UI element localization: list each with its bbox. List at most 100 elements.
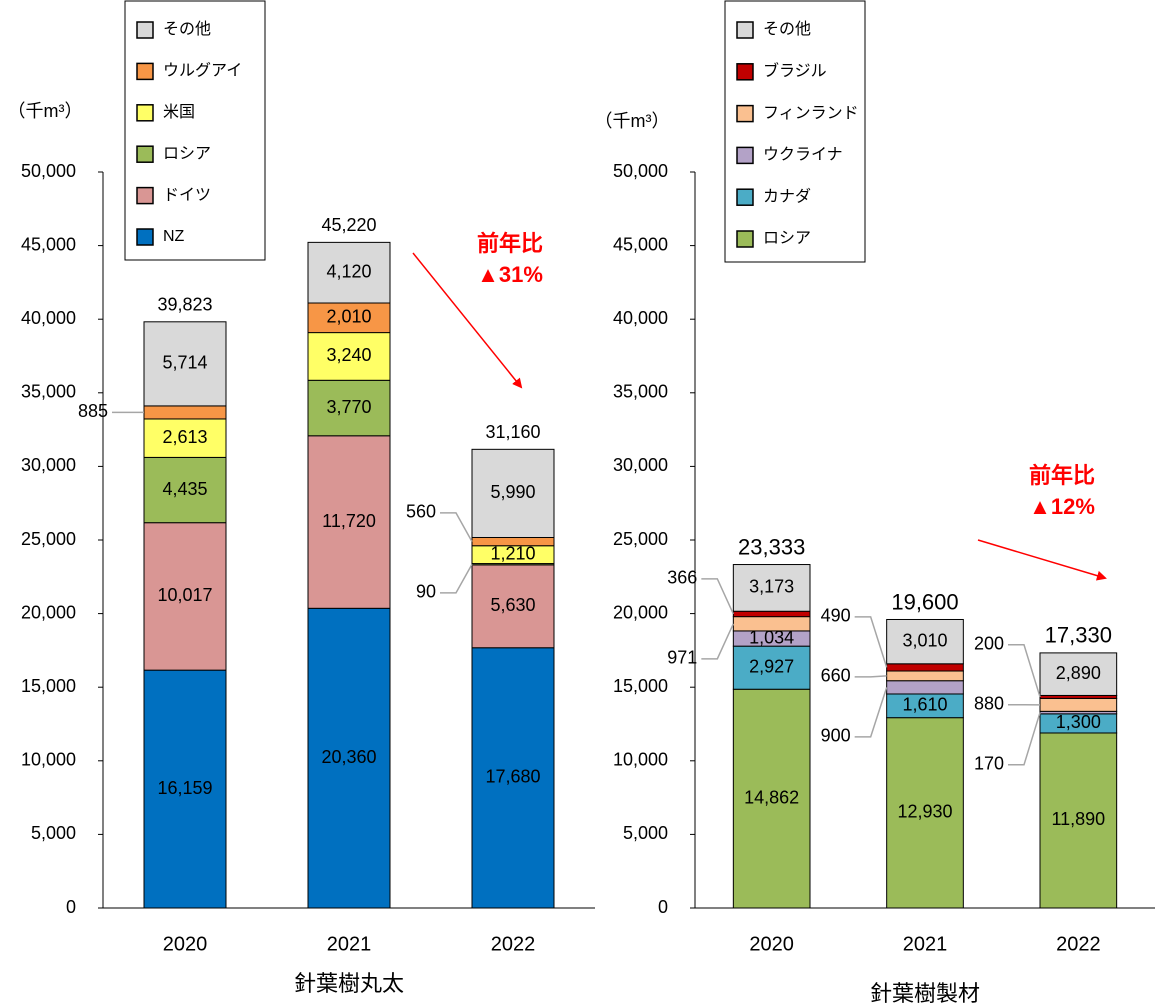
legend-box (724, 0, 866, 263)
value-label: 660 (821, 666, 851, 686)
value-label: 971 (667, 648, 697, 668)
value-label: 4,435 (162, 479, 207, 499)
annotation: ▲12% (1029, 494, 1095, 519)
y-tick-label: 15,000 (21, 676, 76, 696)
x-axis-title: 針葉樹製材 (870, 981, 980, 1006)
value-label: 5,630 (490, 595, 535, 615)
bar-segment (471, 448, 555, 538)
y-tick-label: 25,000 (613, 529, 668, 549)
leader-line (1008, 712, 1041, 766)
value-label: 16,159 (157, 778, 212, 798)
leader-line (440, 563, 473, 594)
bar-segment (1039, 652, 1118, 696)
legend-swatch (136, 62, 154, 81)
legend-swatch (736, 188, 754, 206)
annotation: 前年比 (1029, 463, 1095, 488)
annotation-arrow (977, 539, 1107, 581)
value-label: 12,930 (897, 802, 952, 822)
legend-swatch (136, 186, 154, 205)
value-label: 2,927 (749, 656, 794, 676)
legend-label: ロシア (163, 145, 211, 162)
legend-label: NZ (163, 228, 185, 245)
legend-swatch (736, 230, 754, 248)
value-label: 11,890 (1051, 809, 1105, 829)
bar-segment (886, 717, 964, 909)
bar-segment (307, 379, 391, 437)
bar-segment (471, 536, 555, 547)
bar-segment (886, 618, 964, 665)
bar-segment (307, 435, 391, 609)
leader-line (701, 578, 735, 615)
value-label: 900 (821, 726, 851, 746)
bar-segment (471, 564, 555, 649)
legend-label: カナダ (763, 187, 811, 205)
y-tick-label: 5,000 (31, 823, 76, 843)
legend-label: ウクライナ (763, 146, 843, 164)
value-label: 1,210 (490, 543, 535, 563)
value-label: 366 (667, 568, 697, 588)
legend-label: フィンランド (763, 105, 859, 122)
leader-line (854, 675, 887, 678)
value-label: 14,862 (744, 787, 799, 807)
bar-segment (307, 332, 391, 381)
value-label: 90 (416, 582, 436, 602)
annotation: ▲31% (477, 262, 543, 287)
x-tick-label: 2021 (327, 933, 372, 955)
legend-box (124, 0, 266, 261)
bar-segment (143, 405, 227, 420)
y-tick-label: 10,000 (613, 750, 668, 770)
bar-segment (471, 647, 555, 909)
value-label: 885 (78, 401, 108, 421)
value-label: 5,714 (162, 353, 207, 373)
bar-segment (307, 607, 391, 909)
bar-segment (732, 688, 811, 909)
bar-segment (1039, 697, 1118, 712)
legend-swatch (736, 104, 754, 123)
value-label: 17,680 (485, 767, 540, 787)
leader-line (854, 687, 888, 738)
y-tick-label: 30,000 (613, 455, 668, 475)
legend-swatch (136, 21, 154, 39)
y-tick-label: 20,000 (21, 602, 76, 622)
legend-swatch (736, 146, 754, 165)
total-label: 23,333 (738, 534, 805, 559)
bar-segment (143, 456, 227, 524)
total-label: 31,160 (485, 422, 540, 442)
value-label: 1,610 (902, 695, 947, 715)
total-label: 39,823 (157, 295, 212, 315)
annotation: 前年比 (477, 231, 543, 256)
bar-segment (732, 564, 811, 612)
x-tick-label: 2022 (491, 933, 536, 955)
legend-swatch (136, 228, 154, 246)
x-tick-label: 2020 (163, 933, 208, 955)
total-label: 45,220 (321, 215, 376, 235)
bar-segment (307, 302, 391, 334)
y-tick-label: 35,000 (613, 382, 668, 402)
y-tick-label: 20,000 (613, 602, 668, 622)
legend-label: その他 (163, 20, 211, 38)
y-tick-label: 30,000 (21, 455, 76, 475)
value-label: 560 (406, 502, 436, 522)
value-label: 4,120 (326, 261, 371, 281)
value-label: 490 (821, 606, 851, 626)
value-label: 2,010 (326, 307, 371, 327)
legend-swatch (136, 104, 154, 122)
total-label: 19,600 (891, 589, 958, 614)
bar-segment (886, 680, 964, 695)
legend-label: ドイツ (163, 187, 211, 204)
legend-label: ブラジル (763, 61, 827, 80)
value-label: 200 (974, 634, 1004, 654)
x-axis-title: 針葉樹丸太 (294, 971, 404, 996)
y-tick-label: 50,000 (613, 161, 668, 181)
value-label: 20,360 (321, 747, 376, 767)
bar-segment (886, 670, 964, 682)
value-label: 1,034 (749, 627, 794, 647)
total-label: 17,330 (1045, 623, 1112, 648)
bar-segment (1039, 732, 1118, 909)
bar-segment (732, 616, 811, 632)
annotation-arrow (412, 252, 523, 389)
y-tick-label: 45,000 (613, 234, 668, 254)
value-label: 3,173 (749, 577, 794, 597)
y-axis-unit: （千m³） (595, 111, 670, 131)
